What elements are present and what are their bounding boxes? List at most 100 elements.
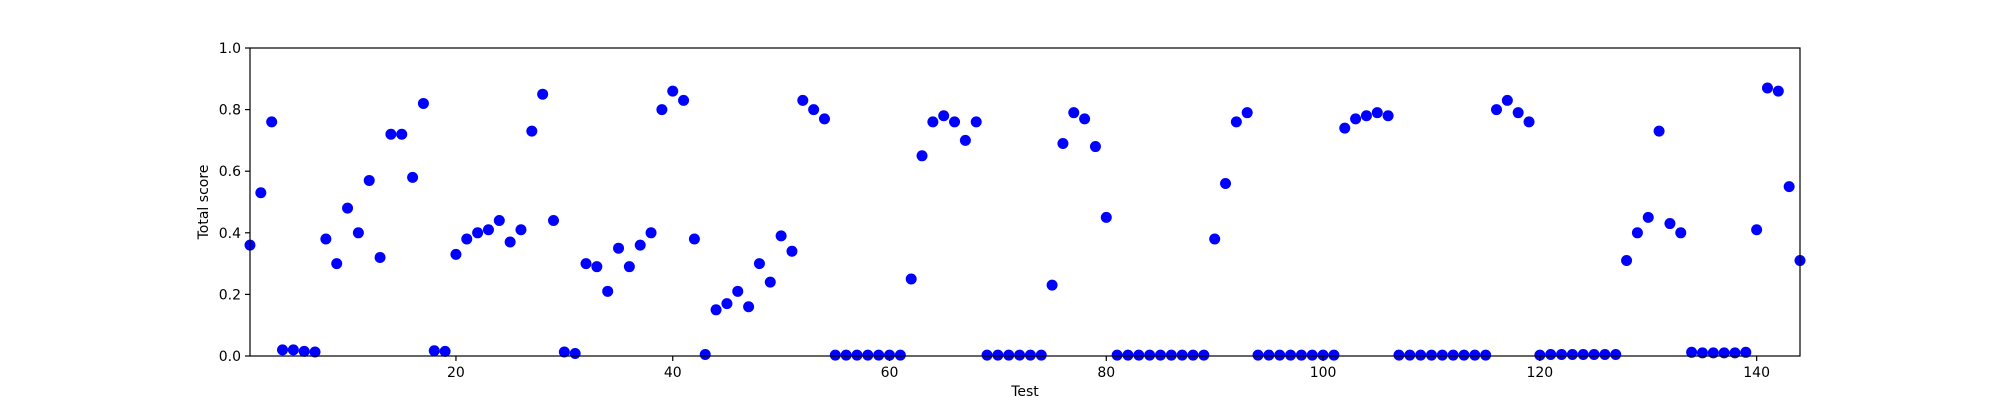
data-point: [851, 349, 863, 361]
data-point: [1491, 104, 1502, 116]
data-point: [1360, 110, 1372, 122]
data-point: [461, 233, 473, 245]
data-point: [743, 301, 755, 313]
data-point: [1707, 347, 1719, 359]
data-point: [1295, 349, 1307, 361]
data-point: [1079, 113, 1091, 125]
y-tick-label: 1.0: [219, 41, 241, 57]
data-point: [1425, 349, 1437, 361]
data-point: [1263, 349, 1275, 361]
data-point: [331, 258, 343, 270]
y-tick-label: 0.2: [219, 287, 241, 303]
data-point: [1187, 349, 1199, 361]
data-point: [1545, 348, 1557, 360]
data-point: [439, 345, 451, 357]
x-tick-label: 80: [1097, 365, 1115, 381]
data-point: [1024, 349, 1036, 361]
data-point: [1111, 349, 1123, 361]
data-point: [959, 134, 971, 146]
data-point: [797, 94, 809, 106]
data-point: [1165, 349, 1177, 361]
data-point: [277, 344, 289, 356]
data-point: [1642, 211, 1654, 223]
data-point: [1046, 279, 1058, 291]
data-point: [710, 304, 722, 316]
data-point: [580, 258, 592, 270]
data-point: [1198, 349, 1210, 361]
data-point: [515, 224, 527, 236]
data-point: [1339, 122, 1351, 134]
data-point: [309, 346, 321, 358]
data-point: [981, 349, 993, 361]
data-point: [526, 125, 538, 137]
data-point: [949, 116, 961, 128]
data-point: [407, 171, 419, 183]
data-point: [1306, 349, 1318, 361]
data-point: [1631, 227, 1643, 239]
data-point: [1003, 349, 1015, 361]
data-point: [1686, 346, 1698, 358]
data-points: [244, 82, 1806, 361]
data-point: [1751, 224, 1763, 236]
data-point: [992, 349, 1004, 361]
data-point: [1154, 349, 1166, 361]
data-point: [352, 227, 364, 239]
data-point: [548, 214, 559, 226]
data-point: [1653, 125, 1665, 137]
data-point: [1328, 349, 1340, 361]
data-point: [1436, 349, 1448, 361]
data-point: [1577, 348, 1589, 360]
data-point: [287, 344, 299, 356]
data-point: [1588, 348, 1600, 360]
data-point: [1089, 141, 1101, 153]
data-point: [732, 285, 744, 297]
data-point: [818, 113, 830, 125]
x-tick-label: 120: [1526, 365, 1553, 381]
data-point: [699, 348, 711, 360]
x-tick-label: 40: [664, 365, 682, 381]
data-point: [1285, 349, 1297, 361]
data-point: [1241, 107, 1253, 119]
data-point: [602, 285, 614, 297]
data-point: [569, 348, 581, 360]
data-point: [1122, 349, 1134, 361]
data-point: [840, 349, 852, 361]
plot-frame: [249, 47, 1801, 357]
data-point: [1512, 107, 1524, 119]
data-point: [417, 97, 429, 109]
data-point: [1610, 348, 1622, 360]
x-tick-label: 140: [1743, 365, 1770, 381]
y-axis: 0.0 0.2 0.4 0.6 0.8 1.0: [219, 41, 250, 365]
data-point: [472, 227, 484, 239]
data-point: [298, 345, 310, 357]
data-point: [656, 104, 668, 116]
data-point: [938, 110, 950, 122]
data-point: [1761, 82, 1773, 94]
data-point: [613, 242, 625, 254]
data-point: [1556, 348, 1568, 360]
x-tick-label: 60: [881, 365, 899, 381]
data-point: [1783, 181, 1795, 193]
x-tick-label: 100: [1310, 365, 1337, 381]
data-point: [645, 227, 657, 239]
data-point: [1371, 107, 1383, 119]
y-tick-label: 0.0: [219, 349, 241, 365]
data-point: [1209, 233, 1221, 245]
data-point: [1317, 349, 1329, 361]
data-point: [1740, 346, 1752, 358]
data-point: [591, 261, 603, 273]
data-point: [1144, 349, 1156, 361]
data-point: [1772, 85, 1784, 97]
data-point: [1729, 347, 1741, 359]
data-point: [428, 345, 440, 357]
data-point: [634, 239, 646, 251]
data-point: [1252, 349, 1264, 361]
data-point: [255, 187, 267, 199]
data-point: [753, 258, 765, 270]
data-point: [1501, 94, 1513, 106]
data-point: [450, 248, 462, 260]
data-point: [1696, 347, 1708, 359]
data-point: [1014, 349, 1026, 361]
data-point: [1415, 349, 1427, 361]
